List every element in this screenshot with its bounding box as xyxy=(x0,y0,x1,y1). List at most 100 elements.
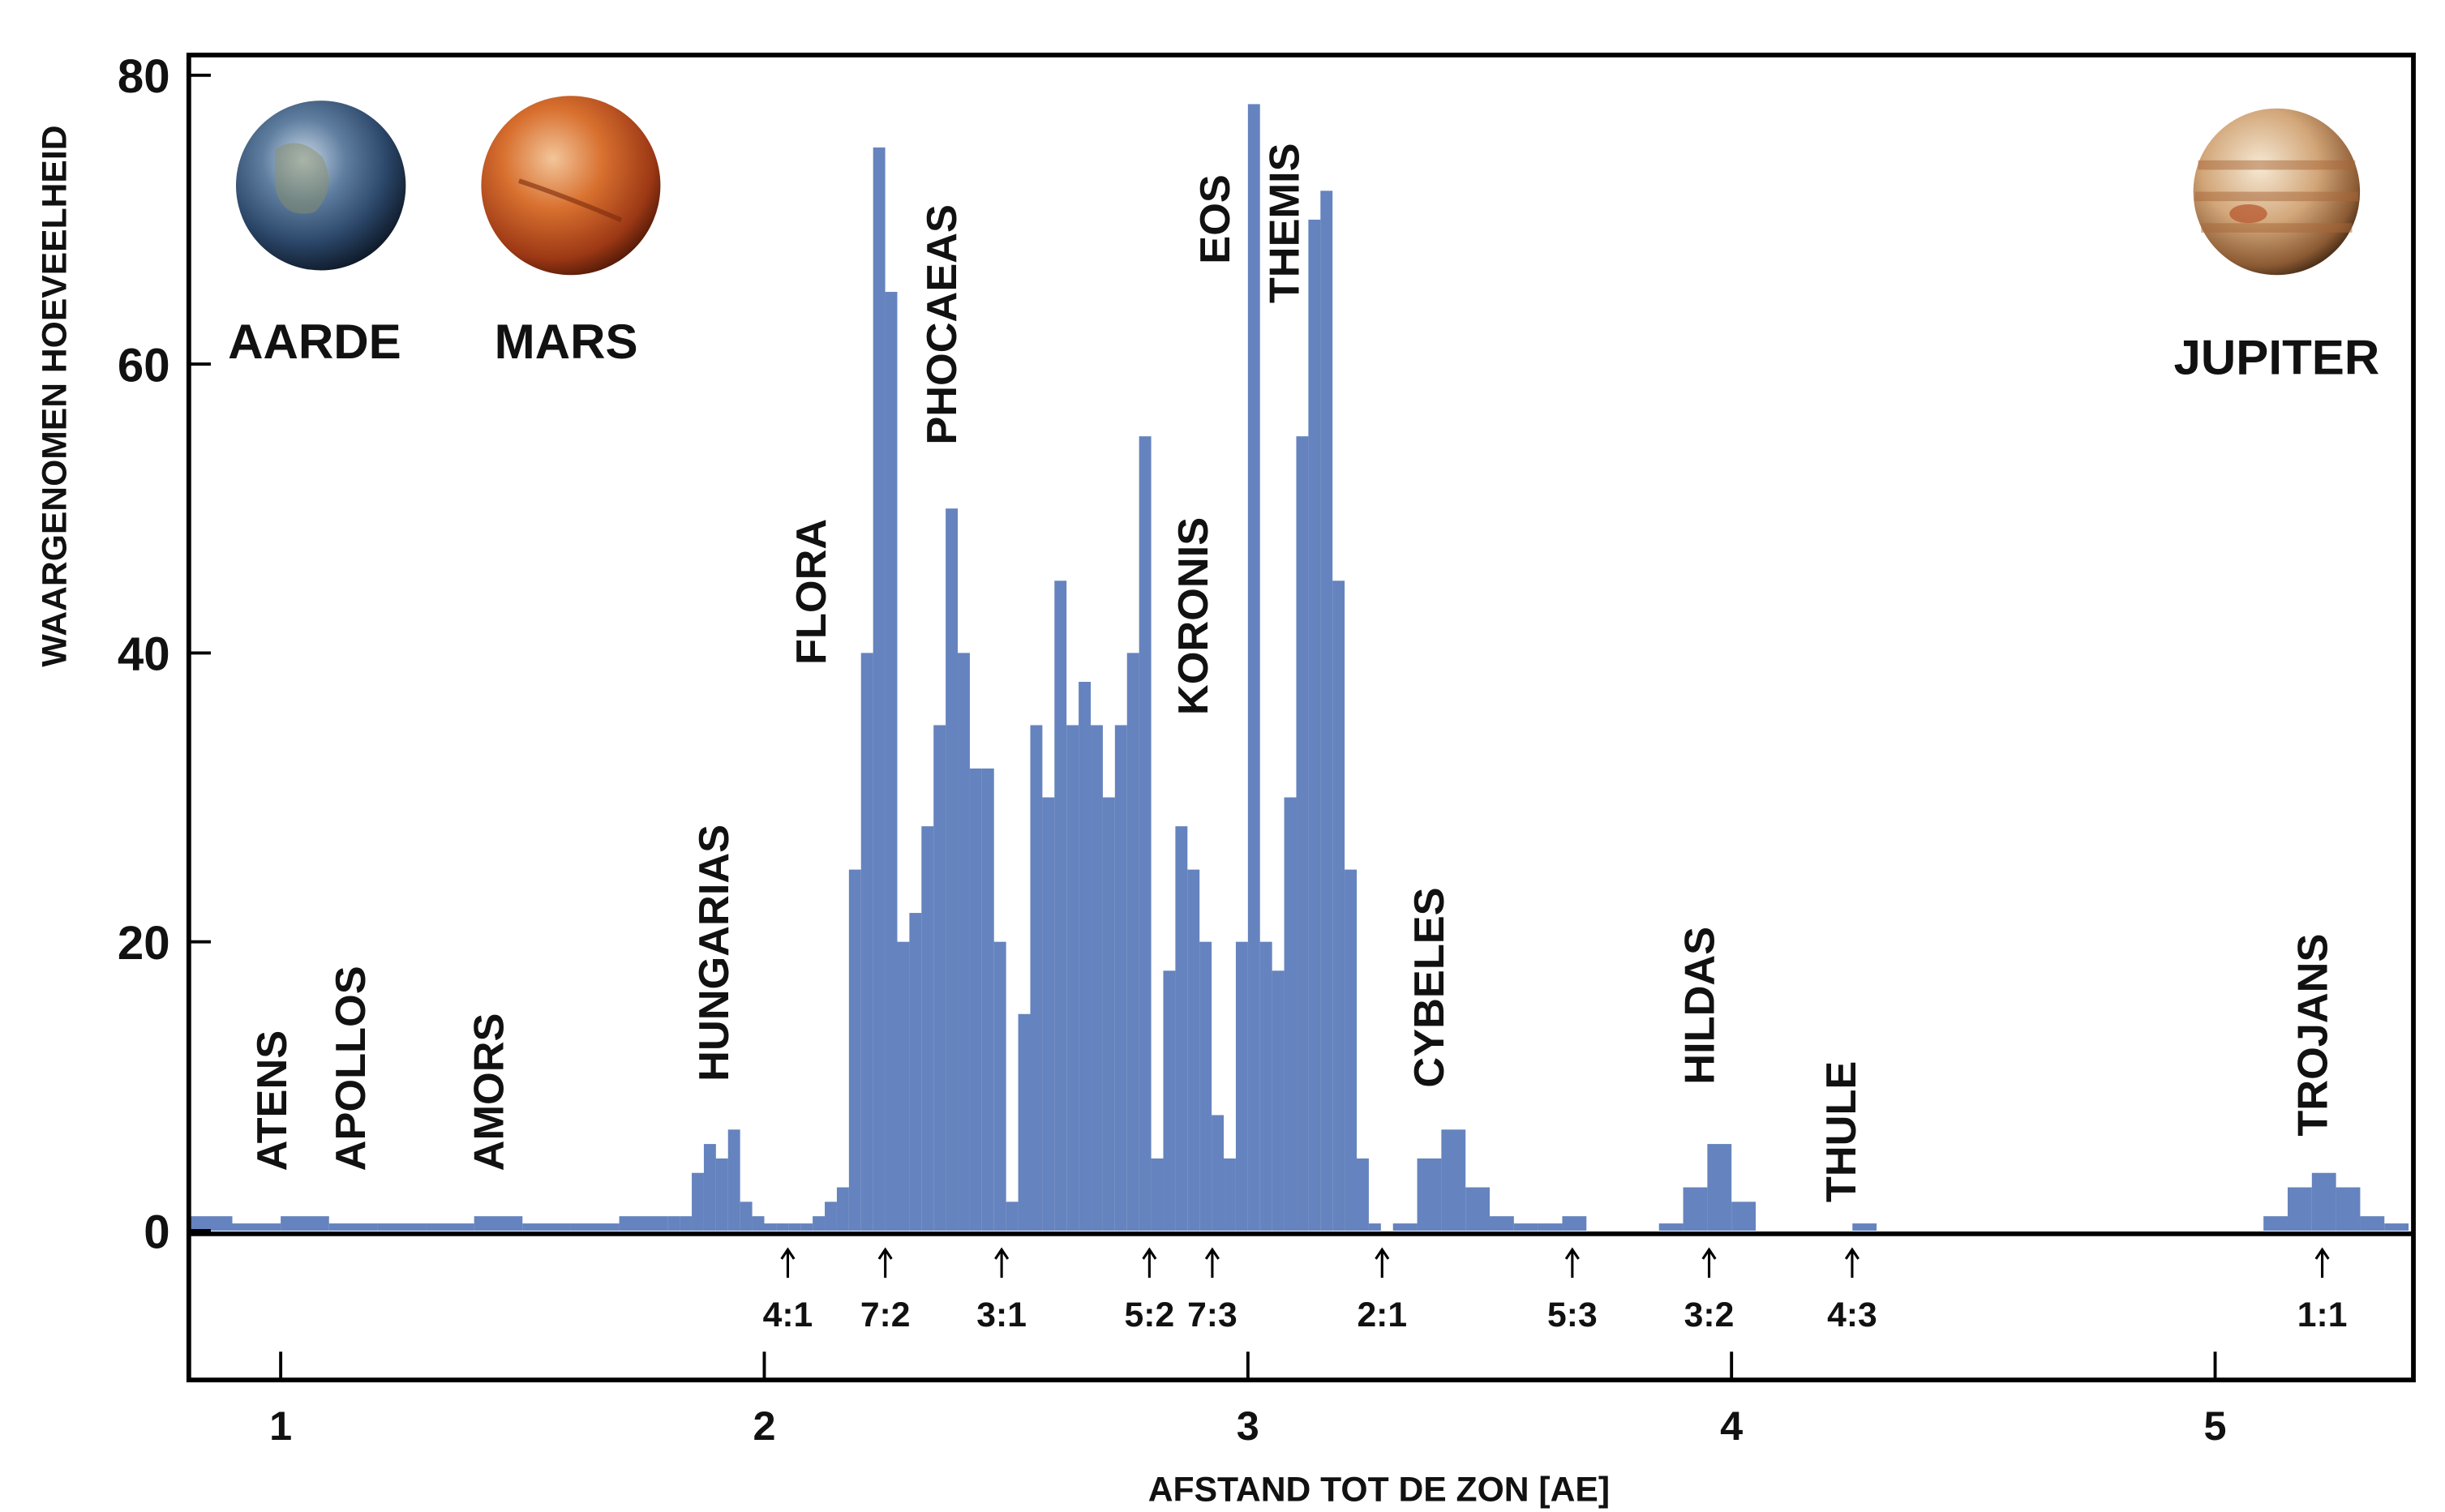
histogram-bar xyxy=(1235,941,1248,1231)
histogram-bar xyxy=(1212,1115,1225,1231)
histogram-bar xyxy=(1042,797,1055,1231)
histogram-bar xyxy=(1006,1201,1019,1231)
group-label: EOS xyxy=(1192,174,1239,264)
histogram-bar xyxy=(860,653,873,1231)
group-label: HUNGARIAS xyxy=(691,825,738,1082)
histogram-bar xyxy=(1296,436,1309,1231)
resonance-arrow xyxy=(1844,1247,1859,1279)
histogram-bar xyxy=(1139,436,1152,1231)
histogram-bar xyxy=(1163,970,1176,1231)
histogram-bar xyxy=(2360,1216,2385,1231)
histogram-bar xyxy=(1091,725,1103,1231)
group-label: AMORS xyxy=(466,1013,513,1171)
histogram-bar xyxy=(752,1216,765,1231)
histogram-bar xyxy=(1079,682,1092,1231)
histogram-bar xyxy=(2287,1187,2312,1231)
histogram-bar xyxy=(1513,1223,1538,1231)
histogram-bar xyxy=(788,1223,801,1231)
histogram-bar xyxy=(1102,797,1115,1231)
y-axis-title: WAARGENOMEN HOEVEELHEID xyxy=(36,125,75,666)
earth-image xyxy=(235,101,406,271)
histogram-bar xyxy=(1707,1144,1732,1231)
resonance-arrow xyxy=(877,1247,893,1279)
resonance-label: 5:2 xyxy=(1125,1296,1175,1334)
histogram-bar xyxy=(2263,1216,2288,1231)
histogram-bar xyxy=(1392,1223,1418,1231)
resonance-label: 3:2 xyxy=(1684,1296,1735,1334)
resonance-arrow xyxy=(1204,1247,1220,1279)
resonance-label: 2:1 xyxy=(1357,1296,1407,1334)
group-label: PHOCAEAS xyxy=(919,204,966,445)
histogram-bar xyxy=(426,1223,474,1231)
y-tick-label: 80 xyxy=(118,50,170,103)
histogram-bar xyxy=(1368,1223,1381,1231)
histogram-bar xyxy=(2384,1223,2409,1231)
group-label: KORONIS xyxy=(1170,517,1217,715)
jupiter-image xyxy=(2193,108,2361,276)
resonance-label: 7:2 xyxy=(860,1296,911,1334)
histogram-bar xyxy=(232,1223,281,1231)
histogram-bar xyxy=(825,1201,837,1231)
histogram-bar xyxy=(1066,725,1079,1231)
x-tick-label: 4 xyxy=(1720,1403,1743,1449)
histogram-bar xyxy=(1852,1223,1877,1231)
resonance-label: 4:1 xyxy=(763,1296,813,1334)
histogram-bar xyxy=(1126,653,1139,1231)
histogram-bar xyxy=(1441,1129,1466,1231)
x-tick-label: 2 xyxy=(753,1403,775,1449)
histogram-bar xyxy=(1114,725,1127,1231)
histogram-bar xyxy=(1538,1223,1563,1231)
histogram-bar xyxy=(692,1172,704,1231)
group-label: TROJANS xyxy=(2289,934,2336,1137)
group-label: FLORA xyxy=(788,519,835,665)
histogram-bar xyxy=(909,913,922,1231)
histogram-bar xyxy=(946,508,959,1231)
resonance-arrow xyxy=(2314,1247,2330,1279)
resonance-arrow xyxy=(1142,1247,1157,1279)
histogram-bar xyxy=(1332,580,1345,1231)
group-label: CYBELES xyxy=(1406,887,1453,1087)
histogram-bar xyxy=(377,1223,427,1231)
histogram xyxy=(188,104,2409,1231)
histogram-bar xyxy=(1175,826,1188,1231)
histogram-bar xyxy=(1731,1201,1757,1231)
x-tick-label: 3 xyxy=(1237,1403,1259,1449)
histogram-bar xyxy=(1417,1158,1442,1231)
histogram-bar xyxy=(328,1223,378,1231)
histogram-bar xyxy=(764,1223,777,1231)
histogram-bar xyxy=(1018,1013,1031,1231)
histogram-bar xyxy=(1357,1158,1369,1231)
resonance-arrow xyxy=(780,1247,796,1279)
histogram-bar xyxy=(522,1223,571,1231)
histogram-bar xyxy=(1658,1223,1684,1231)
histogram-bar xyxy=(188,1216,233,1231)
resonance-label: 7:3 xyxy=(1187,1296,1238,1334)
histogram-bar xyxy=(800,1223,813,1231)
histogram-bar xyxy=(727,1129,740,1231)
mars-image xyxy=(481,96,661,276)
histogram-bar xyxy=(993,941,1006,1231)
histogram-bar xyxy=(619,1216,668,1231)
histogram-bar xyxy=(1247,104,1260,1231)
planet-label: MARS xyxy=(495,315,638,369)
histogram-bar xyxy=(836,1187,849,1231)
histogram-bar xyxy=(1272,970,1285,1231)
group-label: APOLLOS xyxy=(328,966,375,1171)
group-label: HILDAS xyxy=(1676,927,1723,1085)
histogram-bar xyxy=(813,1216,826,1231)
histogram-bar xyxy=(873,147,886,1231)
group-label: ATENS xyxy=(249,1030,296,1171)
histogram-bar xyxy=(1308,219,1321,1231)
histogram-bar xyxy=(1054,580,1067,1231)
resonance-arrow xyxy=(1564,1247,1580,1279)
planet-label: AARDE xyxy=(228,315,401,369)
y-tick-label: 60 xyxy=(118,339,170,392)
resonance-arrow xyxy=(1375,1247,1390,1279)
histogram-bar xyxy=(474,1216,523,1231)
resonance-label: 1:1 xyxy=(2297,1296,2348,1334)
x-axis-title: AFSTAND TOT DE ZON [AE] xyxy=(1148,1470,1610,1509)
histogram-bar xyxy=(848,869,861,1231)
x-tick-label: 1 xyxy=(269,1403,292,1449)
resonance-label: 4:3 xyxy=(1827,1296,1877,1334)
